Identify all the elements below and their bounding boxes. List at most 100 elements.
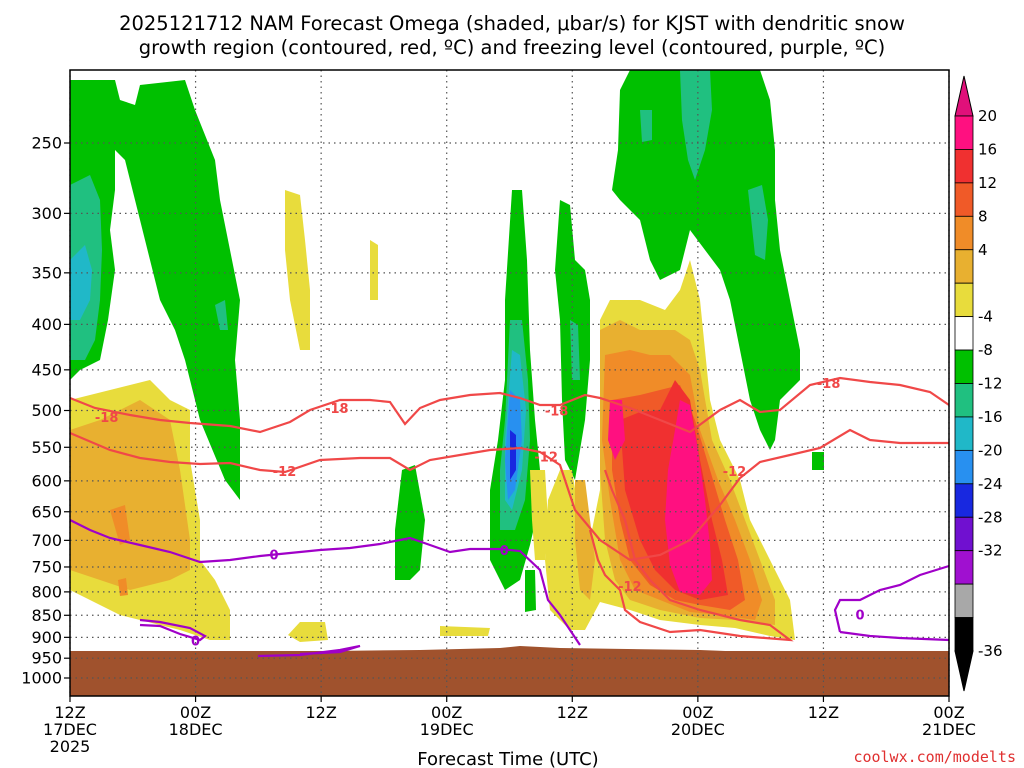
dgz-contour-minus12-loop bbox=[588, 469, 794, 642]
omega-region bbox=[525, 570, 536, 612]
colorbar-label: 20 bbox=[978, 107, 997, 125]
colorbar-label: -36 bbox=[978, 642, 1003, 660]
freezing-level-contour-right bbox=[833, 564, 950, 633]
y-tick-label: 1000 bbox=[21, 669, 62, 688]
colorbar-swatch bbox=[954, 516, 974, 552]
y-tick-label: 500 bbox=[31, 401, 62, 420]
y-tick-label: 350 bbox=[31, 263, 62, 282]
y-axis-pressure: 250 300 350 400 450 500 550 600 650 700 750 800 850 9… bbox=[21, 134, 70, 688]
omega-region bbox=[608, 400, 625, 460]
omega-region bbox=[440, 626, 490, 636]
contour-label: -12 bbox=[723, 465, 747, 480]
contour-label: 0 bbox=[270, 548, 279, 563]
omega-region bbox=[812, 452, 824, 470]
x-tick-label: 12Z bbox=[557, 703, 588, 722]
omega-region bbox=[748, 185, 768, 260]
omega-region bbox=[70, 80, 240, 500]
x-tick-label: 12Z bbox=[305, 703, 336, 722]
colorbar-swatch bbox=[954, 282, 974, 318]
omega-region bbox=[288, 622, 328, 642]
contour-label: -18 bbox=[817, 377, 841, 392]
x-tick-label: 12Z bbox=[808, 703, 839, 722]
omega-colorbar: 20 16 12 8 4 -4 -8 -12 -16 -20 -24 -28 -32 -36 bbox=[954, 75, 1003, 692]
contour-label: -18 bbox=[325, 402, 349, 417]
y-tick-label: 600 bbox=[31, 471, 62, 490]
colorbar-label: 12 bbox=[978, 174, 997, 192]
colorbar-label: -28 bbox=[978, 508, 1003, 526]
colorbar-swatch bbox=[954, 349, 974, 384]
colorbar-label: -8 bbox=[978, 341, 993, 359]
omega-region bbox=[640, 110, 652, 142]
colorbar-swatch bbox=[954, 416, 974, 451]
x-tick-date: 17DEC bbox=[43, 720, 97, 739]
freezing-level-contour-low bbox=[139, 618, 207, 642]
omega-region bbox=[215, 300, 228, 330]
chart-title-line1: 2025121712 NAM Forecast Omega (shaded, μ… bbox=[119, 12, 905, 35]
colorbar-swatch bbox=[954, 316, 974, 351]
colorbar-arrow-bottom bbox=[954, 650, 974, 692]
colorbar-swatch bbox=[954, 215, 974, 251]
y-tick-label: 750 bbox=[31, 557, 62, 576]
colorbar-swatch bbox=[954, 249, 974, 284]
contour-label: -18 bbox=[95, 411, 119, 426]
x-tick-label: 12Z bbox=[54, 703, 85, 722]
colorbar-swatch bbox=[954, 115, 974, 150]
omega-region bbox=[70, 245, 92, 320]
y-tick-label: 900 bbox=[31, 628, 62, 647]
colorbar-swatch bbox=[954, 550, 974, 585]
colorbar-label: -32 bbox=[978, 542, 1003, 560]
x-tick-date: 19DEC bbox=[420, 720, 474, 739]
dgz-contour-minus18 bbox=[69, 376, 950, 434]
omega-region bbox=[370, 240, 378, 300]
colorbar-label: -4 bbox=[978, 308, 993, 326]
colorbar-label: 16 bbox=[978, 140, 997, 158]
colorbar-label: 4 bbox=[978, 241, 988, 259]
colorbar-swatch bbox=[954, 617, 974, 652]
x-tick-label: 00Z bbox=[431, 703, 462, 722]
x-axis-label: Forecast Time (UTC) bbox=[417, 749, 598, 768]
colorbar-swatch bbox=[954, 483, 974, 518]
plot-frame bbox=[69, 69, 950, 697]
omega-region bbox=[510, 430, 516, 480]
colorbar-arrow-top bbox=[954, 75, 974, 117]
omega-region bbox=[575, 480, 595, 600]
chart-title-line2: growth region (contoured, red, ºC) and f… bbox=[139, 36, 886, 59]
y-tick-label: 700 bbox=[31, 531, 62, 550]
contour-label: -12 bbox=[534, 451, 558, 466]
contour-label: -18 bbox=[545, 404, 569, 419]
contour-label: 0 bbox=[856, 608, 865, 623]
colorbar-label: -12 bbox=[978, 375, 1003, 393]
terrain-surface bbox=[70, 646, 949, 660]
plot-area: -18 -18 -18 -18 -12 -12 -12 -12 0 0 0 0 bbox=[69, 69, 950, 697]
colorbar-label: -16 bbox=[978, 408, 1003, 426]
omega-region bbox=[110, 505, 130, 545]
y-tick-label: 550 bbox=[31, 438, 62, 457]
y-tick-label: 300 bbox=[31, 204, 62, 223]
credit-text: coolwx.com/modelts bbox=[853, 748, 1016, 766]
y-tick-label: 450 bbox=[31, 360, 62, 379]
colorbar-swatch bbox=[954, 182, 974, 217]
colorbar-swatch bbox=[954, 449, 974, 485]
omega-region bbox=[680, 70, 712, 180]
contour-labels: -18 -18 -18 -18 -12 -12 -12 -12 0 0 0 0 bbox=[95, 377, 865, 650]
y-tick-label: 800 bbox=[31, 582, 62, 601]
colorbar-swatch bbox=[954, 383, 974, 418]
dgz-contour-minus12 bbox=[69, 428, 949, 562]
x-tick-year: 2025 bbox=[50, 737, 91, 756]
temperature-contours bbox=[69, 376, 950, 658]
x-tick-date: 18DEC bbox=[169, 720, 223, 739]
y-tick-label: 850 bbox=[31, 606, 62, 625]
contour-label: 0 bbox=[500, 544, 509, 559]
omega-region bbox=[530, 470, 548, 560]
freezing-level-contour-surface bbox=[257, 644, 361, 658]
freezing-level-contour-right-low bbox=[839, 630, 950, 642]
freezing-level-contour bbox=[69, 519, 581, 646]
grid-lines bbox=[69, 70, 950, 696]
colorbar-label: -24 bbox=[978, 475, 1003, 493]
contour-label: 0 bbox=[191, 635, 200, 650]
x-tick-date: 20DEC bbox=[671, 720, 725, 739]
y-tick-label: 400 bbox=[31, 315, 62, 334]
colorbar-swatch bbox=[954, 149, 974, 184]
